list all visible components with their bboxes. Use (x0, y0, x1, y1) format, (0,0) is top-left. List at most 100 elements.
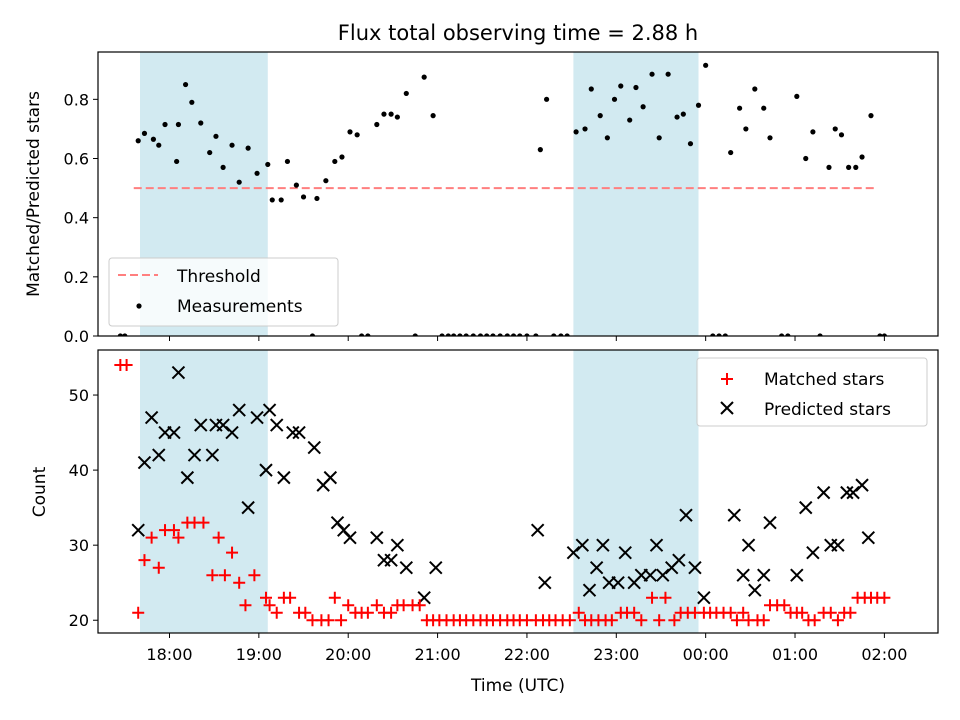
measurement-point (421, 74, 427, 80)
legend-matched-swatch (721, 373, 733, 385)
predicted-star-point (643, 568, 657, 582)
top-x-ticks (168, 336, 885, 341)
predicted-star-point (855, 478, 869, 492)
measurement-point (156, 142, 162, 148)
matched-star-point (335, 614, 348, 627)
measurement-point (182, 81, 189, 88)
measurement-point (354, 132, 360, 138)
matched-star-point (646, 591, 659, 604)
measurement-point (254, 170, 260, 176)
predicted-star-points (131, 365, 876, 605)
bottom-x-tick-label: 18:00 (146, 645, 192, 664)
measurement-point (695, 102, 702, 108)
top-y-tick-label: 0.6 (64, 150, 89, 169)
matched-star-point (385, 606, 398, 619)
legend-predicted-label: Predicted stars (764, 400, 891, 420)
predicted-star-point (530, 523, 545, 537)
predicted-star-point (180, 470, 195, 485)
measurement-point (737, 105, 743, 111)
bottom-y-tick-label: 50 (69, 386, 89, 405)
measurement-point (588, 86, 594, 92)
measurement-point (517, 333, 523, 336)
measurement-point (558, 333, 564, 336)
bottom-x-tick-label: 20:00 (325, 645, 371, 664)
measurement-point (752, 86, 758, 92)
predicted-star-point (697, 591, 711, 605)
matched-star-point (737, 606, 750, 619)
measurement-point (817, 333, 823, 336)
measurement-point (785, 333, 791, 336)
predicted-star-point (292, 425, 306, 440)
measurement-point (680, 111, 686, 117)
predicted-star-point (286, 425, 300, 440)
top-panel: 0.00.20.40.60.8 Matched/Predicted stars … (24, 51, 939, 346)
top-y-tick-label: 0.8 (64, 90, 89, 109)
top-y-tick-label: 0.0 (64, 327, 89, 346)
matched-star-point (668, 614, 681, 627)
bottom-y-tick-label: 20 (69, 611, 89, 630)
measurement-points (117, 62, 887, 336)
measurement-point (537, 147, 543, 153)
legend-measurements-label: Measurements (177, 297, 303, 317)
measurement-point (881, 333, 887, 336)
matched-star-point (730, 614, 743, 627)
predicted-star-point (225, 425, 239, 440)
measurement-point (838, 132, 845, 138)
measurement-point (779, 333, 785, 336)
bottom-shaded-span (573, 350, 699, 633)
bottom-x-tick-label: 21:00 (415, 645, 461, 664)
bottom-shaded-spans (140, 350, 699, 633)
measurement-point (314, 195, 320, 202)
predicted-star-point (187, 448, 202, 462)
matched-star-point (260, 591, 272, 604)
measurement-point (761, 105, 767, 111)
measurement-point (604, 135, 610, 141)
measurement-point (403, 90, 409, 97)
matched-star-point (132, 606, 145, 619)
top-y-tick-label: 0.2 (64, 268, 89, 287)
measurement-point (649, 71, 655, 77)
measurement-point (213, 133, 219, 139)
measurement-point (611, 96, 618, 102)
measurement-point (618, 83, 624, 89)
measurement-point (394, 114, 400, 120)
measurement-point (122, 333, 128, 336)
bottom-y-axis-label: Count (30, 466, 50, 517)
measurement-point (803, 155, 809, 162)
predicted-star-point (216, 418, 230, 432)
matched-star-point (120, 359, 133, 372)
bottom-x-tick-label: 23:00 (593, 645, 639, 664)
matched-star-point (270, 606, 283, 619)
predicted-star-point (840, 485, 854, 500)
measurement-point (323, 178, 329, 184)
predicted-star-point (390, 538, 405, 552)
matched-star-point (206, 569, 219, 582)
top-y-axis-label: Matched/Predicted stars (24, 91, 44, 297)
predicted-star-point (806, 545, 820, 560)
matched-star-point (563, 614, 576, 627)
matched-star-point (322, 614, 335, 627)
bottom-y-ticks: 20 30 40 50 (69, 386, 98, 630)
top-y-ticks: 0.0 0.2 0.4 0.6 0.8 (64, 90, 98, 346)
predicted-star-point (611, 575, 625, 590)
measurement-point (117, 333, 123, 336)
bottom-x-tick-label: 22:00 (504, 645, 550, 664)
measurement-point (265, 161, 271, 168)
matched-star-points (114, 359, 891, 627)
matched-star-point (263, 599, 276, 612)
top-legend: Threshold Measurements (108, 257, 339, 327)
bottom-shaded-span (140, 350, 268, 633)
x-axis-label: Time (UTC) (470, 676, 565, 696)
matched-star-point (572, 606, 585, 619)
predicted-star-point (277, 470, 291, 485)
measurement-point (388, 111, 394, 117)
legend-predicted-swatch (720, 401, 734, 415)
measurement-point (832, 126, 838, 132)
measurement-point (162, 121, 168, 128)
matched-star-point (138, 554, 151, 567)
legend-threshold-label: Threshold (176, 267, 261, 287)
predicted-star-point (799, 500, 813, 515)
matched-star-point (605, 614, 618, 627)
measurement-point (722, 333, 728, 336)
predicted-star-point (831, 538, 845, 552)
